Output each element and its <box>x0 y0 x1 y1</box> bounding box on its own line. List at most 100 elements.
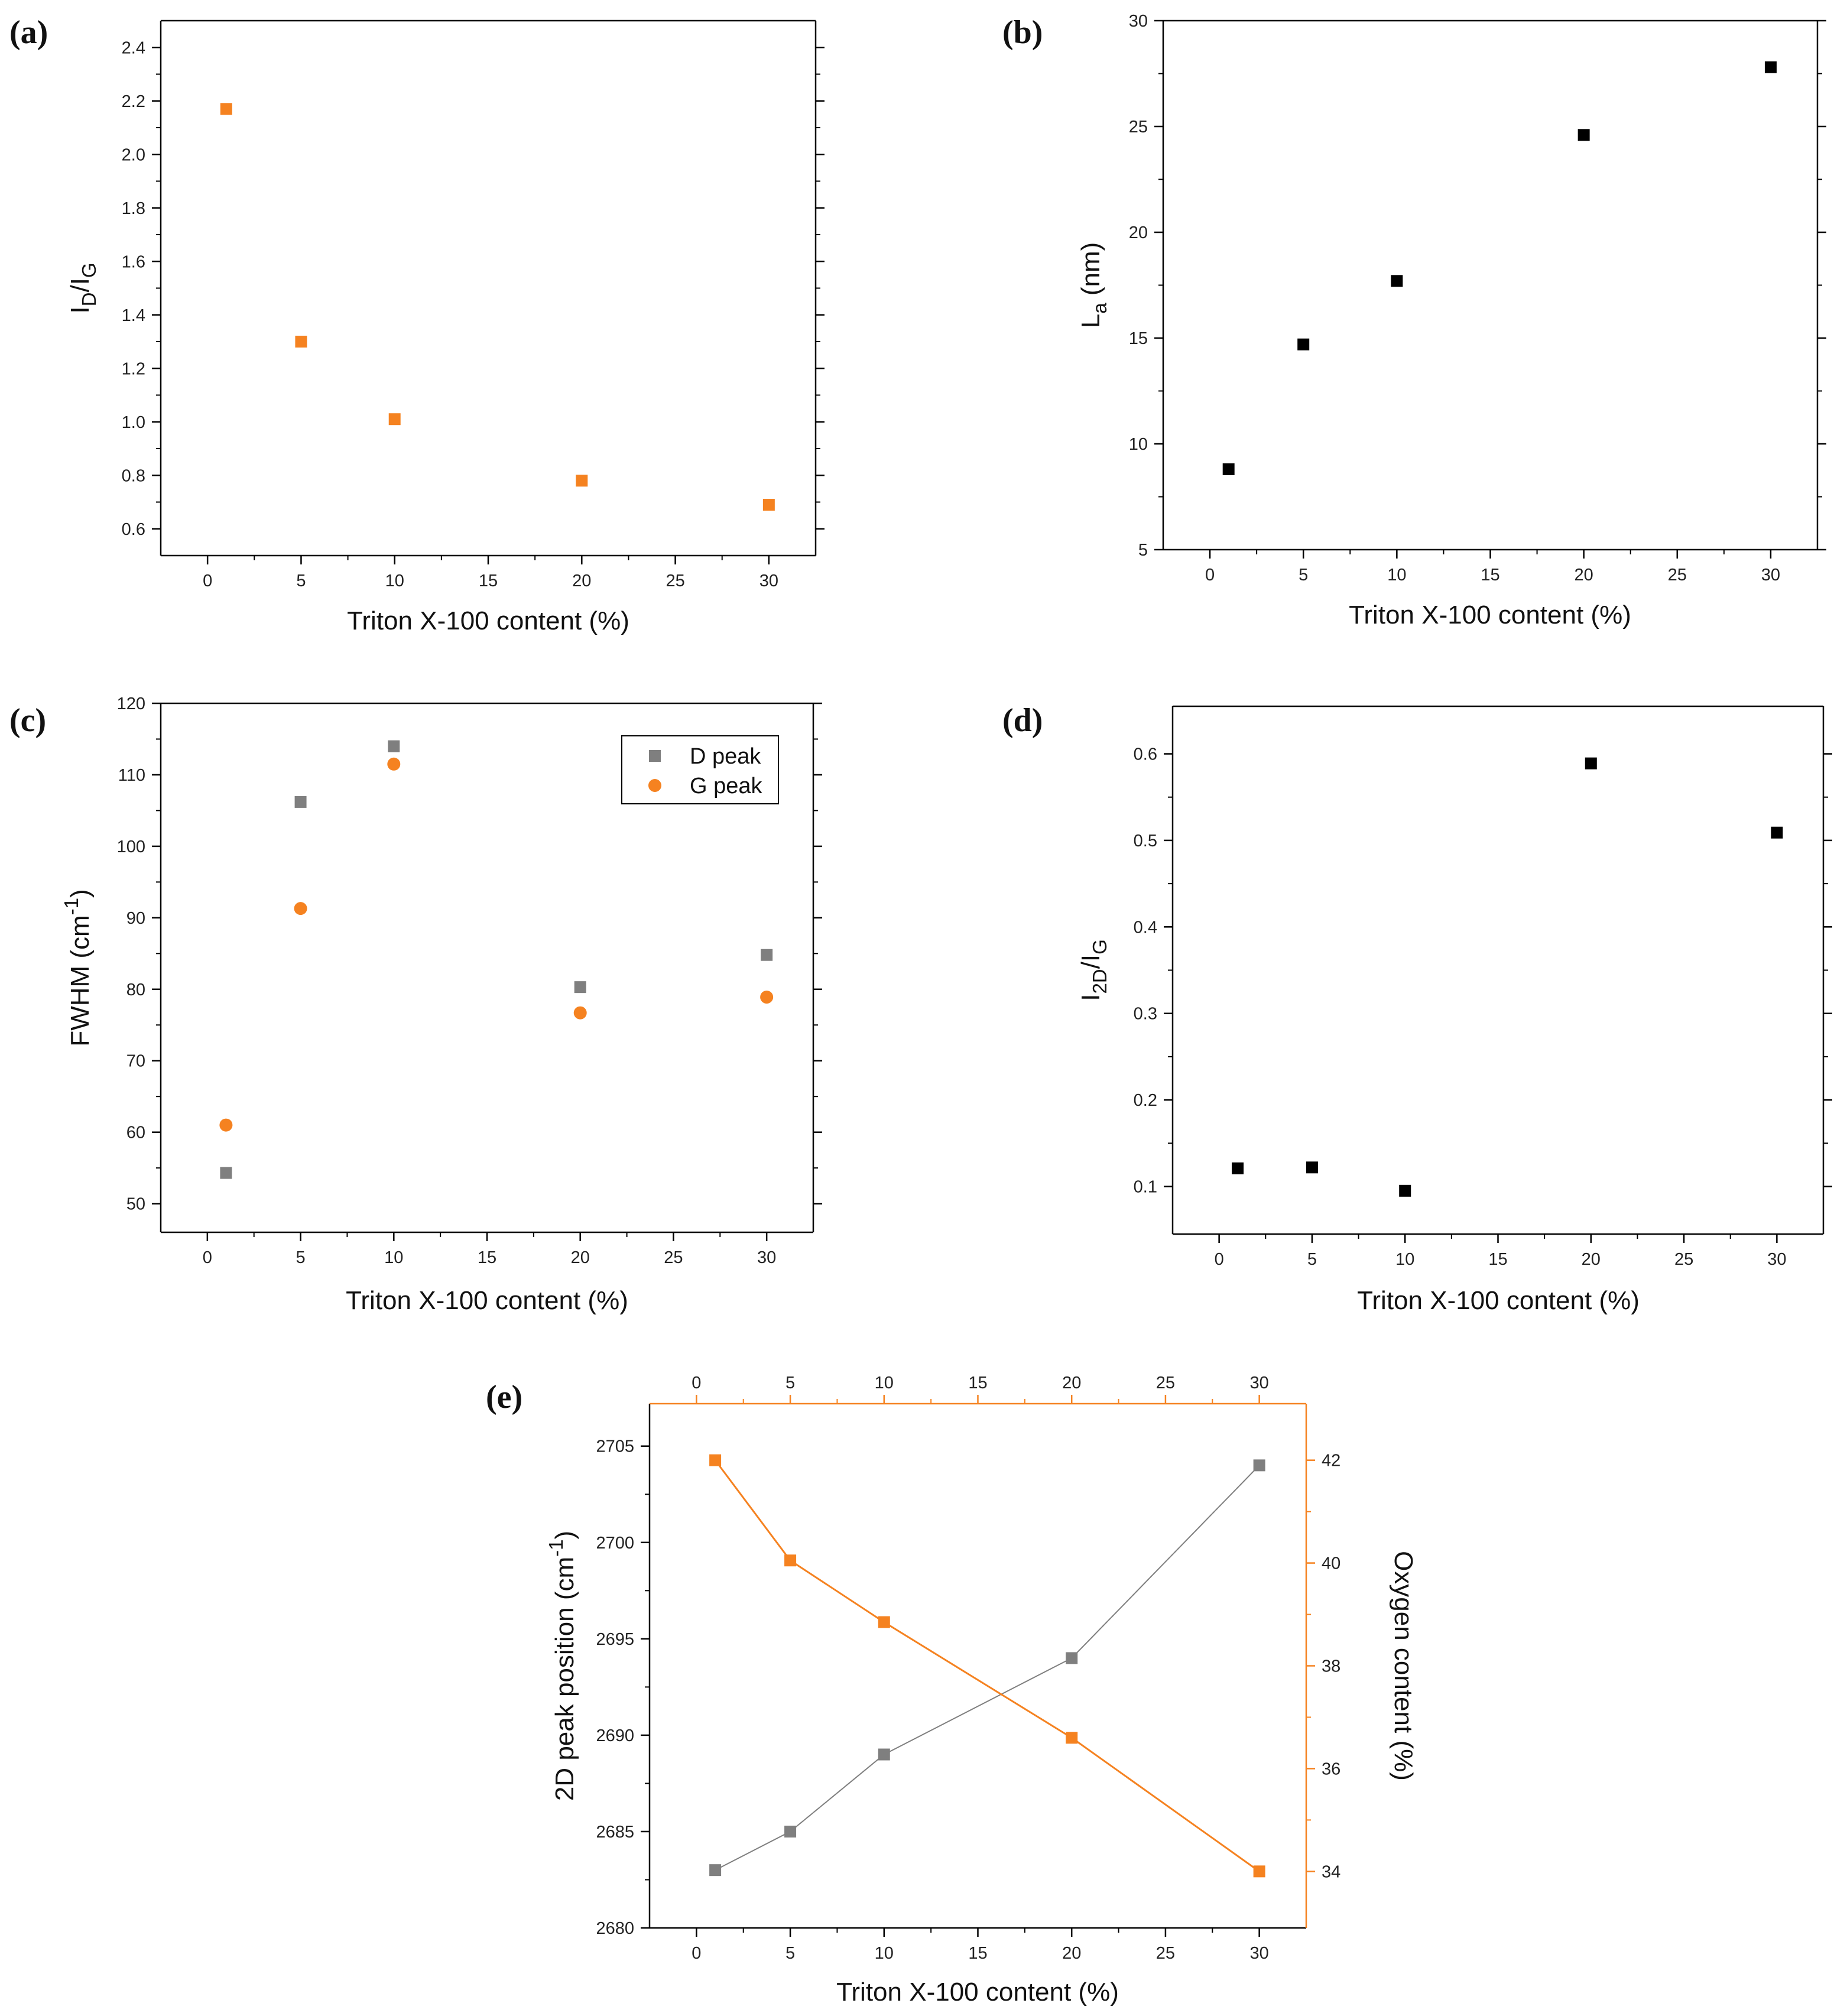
y-tick-label: 2.4 <box>122 38 145 57</box>
legend-box <box>621 735 779 804</box>
x-tick-label: 10 <box>384 1248 403 1267</box>
data-point <box>387 757 401 771</box>
y-tick-label: 2685 <box>596 1823 634 1842</box>
data-point <box>1577 129 1590 141</box>
x-tick-label: 20 <box>571 1248 590 1267</box>
x-tick-label: 5 <box>296 572 306 590</box>
y-tick-label: 25 <box>1129 118 1148 137</box>
data-point <box>1066 1732 1078 1744</box>
y-axis-label: 2D peak position (cm-1) <box>545 1531 579 1801</box>
series-i-2d-i-g <box>1232 757 1783 1197</box>
x-axis-label: Triton X-100 content (%) <box>346 1286 628 1315</box>
data-point <box>878 1748 890 1761</box>
data-point <box>1297 338 1310 350</box>
data-point <box>1222 463 1235 475</box>
x-tick-label: 15 <box>1488 1250 1507 1269</box>
y-tick-label: 110 <box>118 766 145 785</box>
series-d-peak <box>220 740 773 1179</box>
data-point <box>220 1167 232 1179</box>
y-tick-label: 100 <box>117 837 145 856</box>
y-tick-label: 0.5 <box>1134 832 1157 850</box>
y-tick-label: 1.8 <box>122 199 145 218</box>
x-axis-label: Triton X-100 content (%) <box>1357 1286 1640 1315</box>
series-g-peak <box>219 757 774 1132</box>
y-tick-label: 1.2 <box>122 359 145 378</box>
y-tick-label: 120 <box>117 694 145 713</box>
data-point <box>576 475 588 487</box>
data-point <box>574 981 586 994</box>
y-tick-label: 2695 <box>596 1630 634 1649</box>
top-x-tick-label: 15 <box>968 1374 987 1392</box>
y-tick-label: 1.4 <box>122 306 145 325</box>
x-axis-label: Triton X-100 content (%) <box>836 1978 1119 2007</box>
x-axis-label: Triton X-100 content (%) <box>1349 600 1631 629</box>
top-x-tick-label: 30 <box>1250 1374 1269 1392</box>
right-y-axis-label: Oxygen content (%) <box>1389 1551 1418 1781</box>
data-point <box>878 1616 890 1628</box>
y-tick-label: 50 <box>126 1195 145 1214</box>
x-tick-label: 5 <box>296 1248 306 1267</box>
chart-c: 0 5 10 15 20 25 30 50 60 70 80 90 100 110 120 Triton X-… <box>9 694 822 1315</box>
data-point <box>762 499 775 511</box>
y-tick-label: 0.3 <box>1134 1005 1157 1024</box>
y-tick-label: 70 <box>126 1052 145 1071</box>
top-x-tick-label: 0 <box>692 1374 701 1392</box>
x-tick-label: 5 <box>785 1944 795 1963</box>
x-tick-label: 15 <box>968 1944 987 1963</box>
x-tick-label: 25 <box>1674 1250 1693 1269</box>
data-point <box>1391 275 1403 287</box>
x-tick-label: 20 <box>572 572 591 590</box>
x-tick-label: 10 <box>1387 566 1406 585</box>
y-axis-label: ID/IG <box>66 262 100 313</box>
x-tick-label: 25 <box>666 572 684 590</box>
legend-label: G peak <box>690 774 763 798</box>
y-tick-label: 0.2 <box>1134 1091 1157 1110</box>
panel-label: (e) <box>486 1379 522 1416</box>
x-tick-label: 0 <box>692 1944 701 1963</box>
y-tick-label: 90 <box>126 909 145 928</box>
series-la <box>1222 61 1777 475</box>
data-point <box>388 413 401 426</box>
x-tick-label: 15 <box>479 572 498 590</box>
top-x-tick-label: 10 <box>875 1374 894 1392</box>
x-tick-label: 20 <box>1582 1250 1601 1269</box>
x-tick-label: 30 <box>1761 566 1780 585</box>
series-2d-peak-position <box>709 1459 1265 1877</box>
y-tick-label: 0.6 <box>1134 745 1157 764</box>
legend-marker <box>649 750 661 762</box>
chart-e: 0 0 5 5 10 10 15 15 20 20 25 25 30 30 2680 2685 2690 2695… <box>486 1374 1418 2007</box>
data-point <box>1253 1865 1265 1878</box>
data-point <box>784 1825 797 1838</box>
x-tick-label: 0 <box>203 572 212 590</box>
data-point <box>1764 61 1777 73</box>
y-tick-label: 2705 <box>596 1437 634 1456</box>
x-tick-label: 25 <box>664 1248 683 1267</box>
x-tick-label: 30 <box>757 1248 776 1267</box>
legend: D peak G peak <box>621 735 779 804</box>
data-point <box>294 796 307 808</box>
y-tick-label: 60 <box>126 1124 145 1142</box>
x-tick-label: 25 <box>1156 1944 1175 1963</box>
x-tick-label: 25 <box>1668 566 1687 585</box>
data-point <box>1399 1184 1411 1197</box>
x-tick-label: 15 <box>478 1248 496 1267</box>
right-y-tick-label: 40 <box>1322 1554 1340 1573</box>
chart-a: 0 5 10 15 20 25 30 0.6 0.8 1.0 1.2 1.4 1.6 1.8 2.0 2.2 2… <box>9 14 825 635</box>
data-point <box>1066 1652 1078 1664</box>
data-point <box>295 336 307 348</box>
right-y-tick-label: 36 <box>1322 1759 1340 1778</box>
data-point <box>219 1118 233 1132</box>
x-tick-label: 0 <box>1205 566 1215 585</box>
right-y-tick-label: 38 <box>1322 1657 1340 1676</box>
x-tick-label: 30 <box>1250 1944 1269 1963</box>
x-tick-label: 5 <box>1299 566 1308 585</box>
y-tick-label: 30 <box>1129 12 1148 31</box>
right-y-tick-label: 34 <box>1322 1862 1340 1881</box>
y-tick-label: 15 <box>1129 329 1148 348</box>
data-point <box>294 902 307 916</box>
data-point <box>1771 826 1783 839</box>
x-tick-label: 0 <box>203 1248 212 1267</box>
panel-label: (c) <box>9 702 46 739</box>
y-tick-label: 1.0 <box>122 413 145 432</box>
